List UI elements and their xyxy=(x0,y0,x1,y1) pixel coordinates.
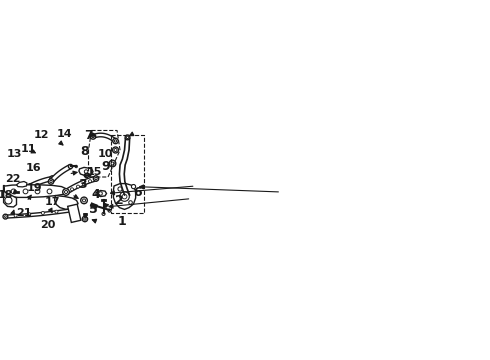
Circle shape xyxy=(82,199,86,202)
Circle shape xyxy=(19,191,22,193)
Polygon shape xyxy=(96,190,106,197)
Circle shape xyxy=(129,201,132,204)
Circle shape xyxy=(126,136,129,139)
Circle shape xyxy=(122,194,127,199)
Circle shape xyxy=(63,189,69,195)
Text: 2: 2 xyxy=(115,194,123,207)
Circle shape xyxy=(88,174,91,177)
Circle shape xyxy=(81,197,87,204)
Polygon shape xyxy=(49,165,72,183)
Text: 16: 16 xyxy=(25,163,41,172)
Text: 20: 20 xyxy=(40,220,55,230)
Circle shape xyxy=(82,183,86,185)
Text: 11: 11 xyxy=(21,144,36,154)
Circle shape xyxy=(3,214,8,219)
Circle shape xyxy=(49,179,54,184)
Circle shape xyxy=(111,162,114,165)
Text: 4: 4 xyxy=(91,188,100,201)
Circle shape xyxy=(114,148,117,152)
Text: 1: 1 xyxy=(118,215,126,228)
Polygon shape xyxy=(113,184,136,210)
Polygon shape xyxy=(3,185,17,207)
Circle shape xyxy=(89,180,92,183)
Polygon shape xyxy=(19,176,53,194)
Circle shape xyxy=(5,197,12,204)
Polygon shape xyxy=(79,167,93,176)
Text: 14: 14 xyxy=(57,129,73,139)
Circle shape xyxy=(95,177,97,180)
Polygon shape xyxy=(65,176,97,194)
Circle shape xyxy=(120,192,129,201)
Circle shape xyxy=(16,191,19,193)
Circle shape xyxy=(92,135,94,138)
Circle shape xyxy=(65,190,68,194)
Text: 22: 22 xyxy=(5,174,20,184)
Text: 21: 21 xyxy=(17,208,32,218)
Circle shape xyxy=(55,210,58,213)
Circle shape xyxy=(72,210,78,215)
Text: 7: 7 xyxy=(85,129,93,142)
Text: 5: 5 xyxy=(89,203,98,216)
Text: 15: 15 xyxy=(87,167,102,177)
Circle shape xyxy=(90,134,96,139)
Text: 10: 10 xyxy=(98,149,114,158)
Circle shape xyxy=(113,147,119,153)
Text: 19: 19 xyxy=(27,183,42,193)
Circle shape xyxy=(102,212,105,215)
Polygon shape xyxy=(93,133,117,143)
Circle shape xyxy=(125,135,130,140)
Circle shape xyxy=(23,189,28,194)
Text: 13: 13 xyxy=(6,149,22,159)
Circle shape xyxy=(50,176,55,181)
Circle shape xyxy=(113,138,118,144)
Circle shape xyxy=(69,165,73,168)
Circle shape xyxy=(14,214,17,217)
Circle shape xyxy=(4,216,6,217)
Circle shape xyxy=(75,165,77,168)
Circle shape xyxy=(82,216,88,222)
Circle shape xyxy=(28,213,31,216)
Polygon shape xyxy=(17,181,27,187)
Polygon shape xyxy=(3,185,66,197)
Text: 12: 12 xyxy=(34,130,49,140)
Polygon shape xyxy=(5,208,74,218)
Circle shape xyxy=(98,192,102,195)
Circle shape xyxy=(18,189,24,195)
Circle shape xyxy=(93,176,98,181)
Circle shape xyxy=(84,170,88,174)
Text: 8: 8 xyxy=(80,145,89,158)
Circle shape xyxy=(35,189,40,194)
Circle shape xyxy=(47,189,52,194)
Polygon shape xyxy=(54,195,78,210)
Text: 9: 9 xyxy=(101,160,110,173)
Circle shape xyxy=(114,140,117,142)
Circle shape xyxy=(76,185,79,188)
Circle shape xyxy=(108,209,111,212)
Circle shape xyxy=(84,218,86,220)
Circle shape xyxy=(131,185,136,189)
Text: 17: 17 xyxy=(45,197,60,207)
Text: 3: 3 xyxy=(78,178,87,191)
Circle shape xyxy=(50,180,52,183)
Circle shape xyxy=(118,187,122,191)
Circle shape xyxy=(41,211,45,215)
Text: 6: 6 xyxy=(133,186,142,199)
Circle shape xyxy=(11,189,16,194)
Circle shape xyxy=(71,188,73,191)
Circle shape xyxy=(109,160,116,167)
Circle shape xyxy=(51,177,54,180)
Text: 18: 18 xyxy=(0,190,14,199)
